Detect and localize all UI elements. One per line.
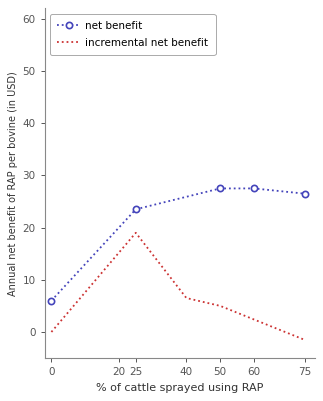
X-axis label: % of cattle sprayed using RAP: % of cattle sprayed using RAP [96, 383, 263, 393]
Line: incremental net benefit: incremental net benefit [51, 233, 305, 340]
incremental net benefit [303, 337, 307, 342]
net benefit [303, 191, 307, 196]
incremental net benefit [218, 304, 222, 308]
Y-axis label: Annual net benefit of RAP per bovine (in USD): Annual net benefit of RAP per bovine (in… [8, 71, 18, 296]
Line: net benefit: net benefit [48, 185, 308, 304]
incremental net benefit [184, 296, 188, 300]
incremental net benefit [134, 231, 138, 235]
net benefit [49, 298, 53, 303]
Legend: net benefit, incremental net benefit: net benefit, incremental net benefit [50, 14, 215, 55]
net benefit [252, 186, 256, 191]
net benefit [218, 186, 222, 191]
net benefit [134, 207, 138, 212]
incremental net benefit [49, 330, 53, 334]
